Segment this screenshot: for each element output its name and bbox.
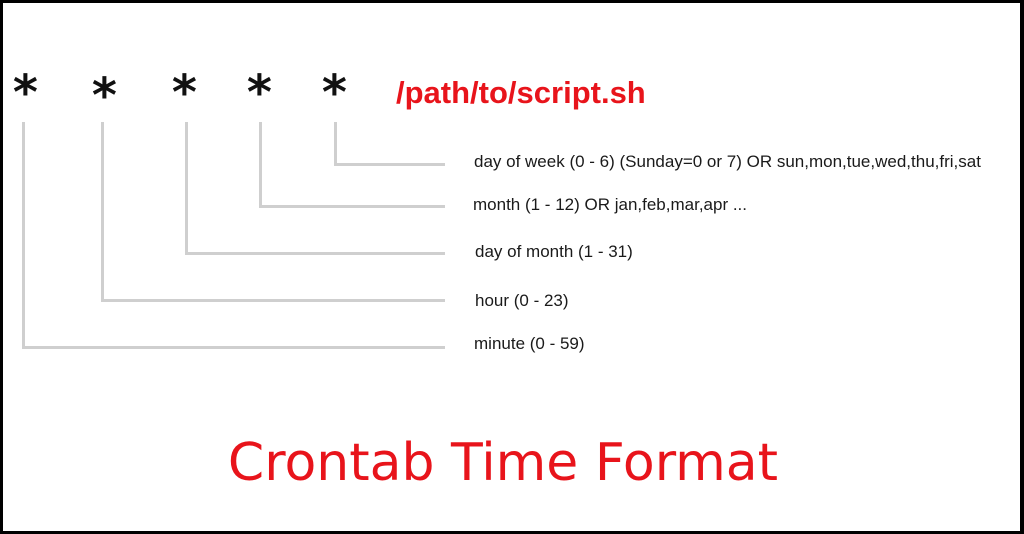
hour-label: hour (0 - 23) — [475, 291, 569, 310]
hour-connector-vertical — [101, 122, 104, 301]
crontab-diagram: * * * * * /path/to/script.sh day of week… — [3, 3, 1020, 531]
day-of-month-connector-vertical — [185, 122, 188, 254]
month-field-asterisk: * — [245, 65, 274, 121]
day-of-week-connector-vertical — [334, 122, 337, 166]
day-of-week-label: day of week (0 - 6) (Sunday=0 or 7) OR s… — [474, 152, 981, 171]
day-of-week-field-asterisk: * — [320, 65, 349, 121]
hour-connector-horizontal — [101, 299, 445, 302]
day-of-month-field-asterisk: * — [170, 65, 199, 121]
hour-field-asterisk: * — [90, 68, 119, 124]
minute-label: minute (0 - 59) — [474, 334, 585, 353]
month-connector-horizontal — [259, 205, 445, 208]
day-of-month-label: day of month (1 - 31) — [475, 242, 633, 261]
minute-connector-horizontal — [22, 346, 445, 349]
diagram-title: Crontab Time Format — [227, 433, 779, 493]
minute-connector-vertical — [22, 122, 25, 348]
day-of-month-connector-horizontal — [185, 252, 445, 255]
month-label: month (1 - 12) OR jan,feb,mar,apr ... — [473, 195, 748, 214]
command-path: /path/to/script.sh — [396, 75, 646, 110]
minute-field-asterisk: * — [11, 65, 40, 121]
month-connector-vertical — [259, 122, 262, 207]
day-of-week-connector-horizontal — [334, 163, 445, 166]
